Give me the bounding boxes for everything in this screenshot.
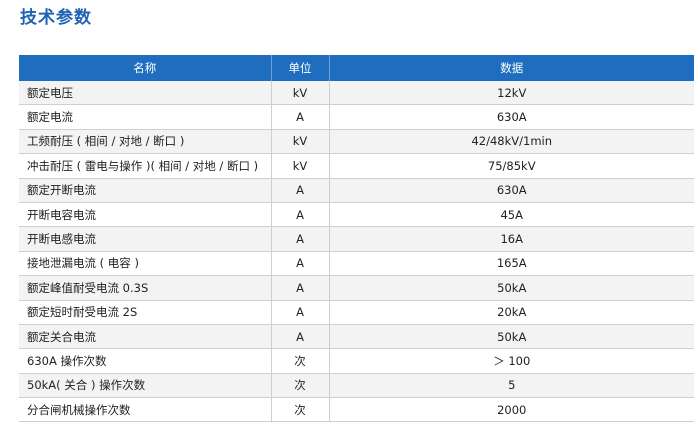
table-row: 额定电压 kV 12kV (19, 81, 694, 106)
param-value: 50kA (329, 275, 694, 301)
param-value: 20kA (329, 300, 694, 325)
param-name: 额定开断电流 (19, 178, 272, 203)
table-row: 分合闸机械操作次数 次 2000 (19, 397, 694, 423)
table-row: 接地泄漏电流 ( 电容 ) A 165A (19, 251, 694, 277)
param-name: 50kA( 关合 ) 操作次数 (19, 373, 272, 399)
param-name: 开断电容电流 (19, 202, 272, 228)
param-unit: A (271, 226, 330, 252)
param-unit: A (271, 178, 330, 203)
param-unit: 次 (271, 373, 330, 399)
param-unit: A (271, 275, 330, 301)
table-row: 冲击耐压 ( 雷电与操作 )( 相间 / 对地 / 断口 ) kV 75/85k… (19, 153, 694, 179)
param-value: 45A (329, 202, 694, 228)
param-name: 接地泄漏电流 ( 电容 ) (19, 251, 272, 277)
table-row: 开断电容电流 A 45A (19, 202, 694, 228)
param-value: 50kA (329, 324, 694, 350)
param-name: 额定电流 (19, 104, 272, 130)
param-unit: A (271, 202, 330, 228)
param-unit: 次 (271, 397, 330, 423)
column-header-name: 名称 (19, 55, 272, 81)
param-name: 额定短时耐受电流 2S (19, 300, 272, 325)
page-title: 技术参数 (20, 8, 92, 28)
param-name: 分合闸机械操作次数 (19, 397, 272, 423)
table-row: 额定峰值耐受电流 0.3S A 50kA (19, 275, 694, 301)
param-value: 630A (329, 178, 694, 203)
param-value: 2000 (329, 397, 694, 423)
param-unit: A (271, 324, 330, 350)
param-name: 开断电感电流 (19, 226, 272, 252)
table-header-row: 名称 单位 数据 (19, 55, 694, 81)
table-row: 额定短时耐受电流 2S A 20kA (19, 300, 694, 325)
param-unit: kV (271, 81, 330, 106)
param-unit: kV (271, 129, 330, 155)
param-value: 5 (329, 373, 694, 399)
param-name: 额定电压 (19, 81, 272, 106)
table-row: 50kA( 关合 ) 操作次数 次 5 (19, 373, 694, 399)
param-name: 额定峰值耐受电流 0.3S (19, 275, 272, 301)
column-header-unit: 单位 (271, 55, 330, 81)
param-value: 12kV (329, 81, 694, 106)
param-unit: kV (271, 153, 330, 179)
param-value: 16A (329, 226, 694, 252)
param-value: 42/48kV/1min (329, 129, 694, 155)
table-row: 工频耐压 ( 相间 / 对地 / 断口 ) kV 42/48kV/1min (19, 129, 694, 155)
table-row: 额定关合电流 A 50kA (19, 324, 694, 350)
table-row: 额定电流 A 630A (19, 104, 694, 130)
param-value: 630A (329, 104, 694, 130)
column-header-value: 数据 (329, 55, 694, 81)
param-unit: A (271, 104, 330, 130)
spec-table: 名称 单位 数据 额定电压 kV 12kV 额定电流 A 630A 工频耐压 (… (19, 55, 694, 423)
param-unit: A (271, 300, 330, 325)
param-value: 165A (329, 251, 694, 277)
table-row: 额定开断电流 A 630A (19, 178, 694, 203)
table-row: 630A 操作次数 次 ＞ 100 (19, 348, 694, 374)
param-name: 630A 操作次数 (19, 348, 272, 374)
param-value: 75/85kV (329, 153, 694, 179)
param-name: 额定关合电流 (19, 324, 272, 350)
param-name: 冲击耐压 ( 雷电与操作 )( 相间 / 对地 / 断口 ) (19, 153, 272, 179)
param-unit: A (271, 251, 330, 277)
param-name: 工频耐压 ( 相间 / 对地 / 断口 ) (19, 129, 272, 155)
param-unit: 次 (271, 348, 330, 374)
param-value: ＞ 100 (329, 348, 694, 374)
table-row: 开断电感电流 A 16A (19, 226, 694, 252)
